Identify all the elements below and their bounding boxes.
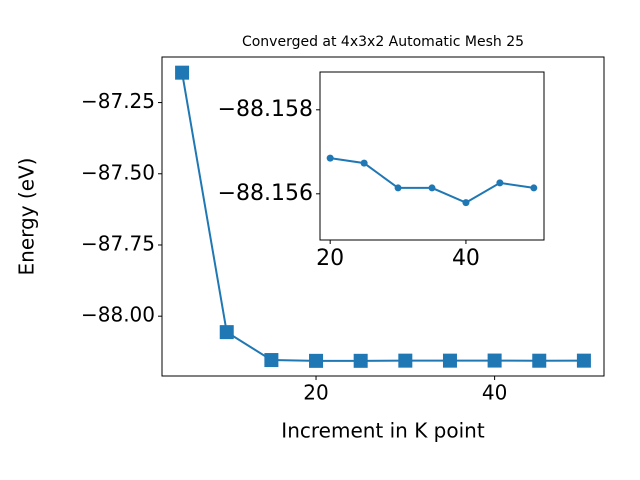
data-point [462,199,470,207]
data-point [530,184,538,192]
data-point [175,65,190,80]
data-point [428,184,436,192]
data-point [264,353,279,368]
x-axis-label: Increment in K point [281,419,485,443]
data-point [219,325,234,340]
data-point [496,179,504,187]
data-point [353,353,368,368]
data-point [442,353,457,368]
data-point [487,353,502,368]
x-tick-label: 40 [452,246,480,271]
data-point [360,159,368,167]
x-tick-label: 20 [303,381,328,405]
x-tick-label: 20 [316,246,344,271]
data-point [326,154,334,162]
y-tick-label: −87.75 [81,231,155,255]
chart-title: Converged at 4x3x2 Automatic Mesh 25 [242,34,524,50]
y-tick-label: −88.156 [218,181,313,206]
y-axis-label: Energy (eV) [15,158,39,276]
data-point [576,353,591,368]
series-line [181,72,584,362]
data-point [394,184,402,192]
y-tick-label: −87.50 [81,160,155,184]
data-point [532,353,547,368]
data-point [398,353,413,368]
y-tick-label: −87.25 [81,89,155,113]
x-tick-label: 40 [482,381,507,405]
y-tick-label: −88.158 [218,97,313,122]
y-tick-label: −88.00 [81,303,155,327]
data-point [309,353,324,368]
plot-area [319,71,545,241]
